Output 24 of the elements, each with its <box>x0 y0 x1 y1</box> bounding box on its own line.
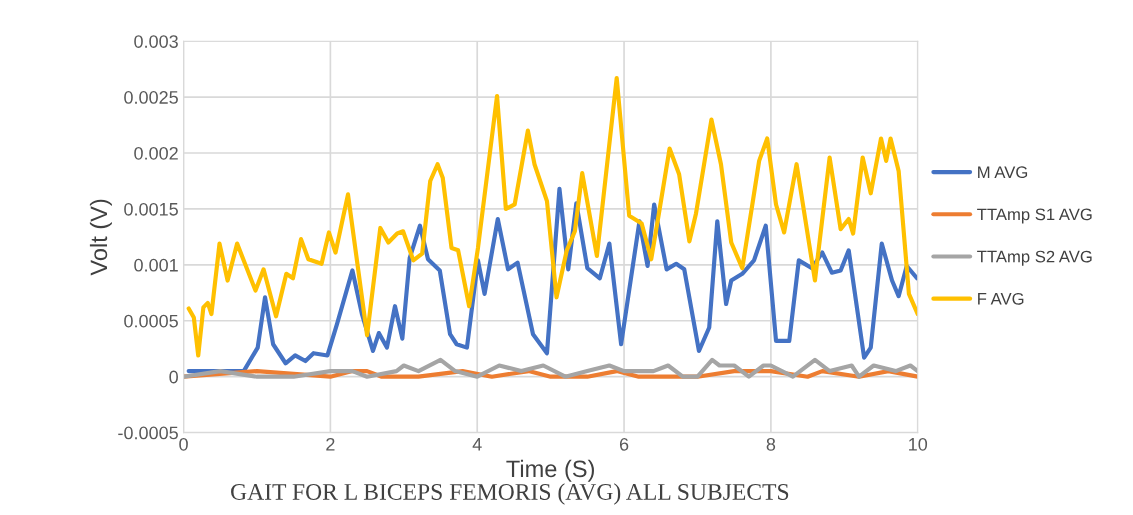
legend-label: TTAmp S2 AVG <box>977 250 1092 266</box>
x-tick-label: 2 <box>326 437 335 451</box>
line-series <box>186 186 918 374</box>
x-tick-label: 10 <box>909 437 928 451</box>
legend-label: F AVG <box>978 292 1024 305</box>
y-tick-label: -0.0005 <box>118 426 178 440</box>
x-axis-title: Time (S) <box>506 459 594 482</box>
text: GAIT FOR L BICEPS FEMORIS (AVG) ALL SUBJECTS <box>231 483 789 505</box>
x-tick-label: 8 <box>766 437 776 451</box>
y-axis-title: Volt (V) <box>89 199 112 276</box>
x-tick-label: 0 <box>179 437 188 451</box>
line-series <box>183 357 918 379</box>
y-tick-label: 0.0015 <box>124 202 178 216</box>
y-tick-label: 0.0005 <box>124 314 178 328</box>
line-series <box>186 76 918 358</box>
legend-label: TTAmp S1 AVG <box>977 208 1092 224</box>
x-tick-label: 4 <box>472 438 482 451</box>
y-tick-label: 0 <box>169 370 178 384</box>
y-tick-label: 0.0025 <box>124 91 178 104</box>
y-tick-label: 0.001 <box>134 258 178 272</box>
x-tick-label: 6 <box>619 437 629 451</box>
legend-label: M AVG <box>978 166 1028 179</box>
y-tick-label: 0.002 <box>134 146 178 160</box>
y-tick-label: 0.003 <box>134 35 178 48</box>
